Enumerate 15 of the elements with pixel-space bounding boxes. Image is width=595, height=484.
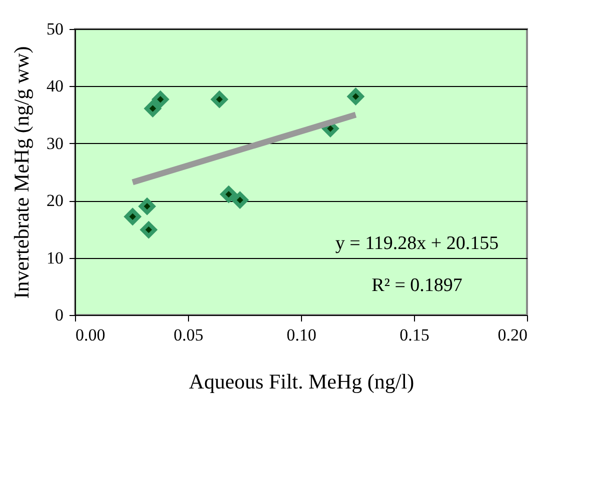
y-tick-label: 30 [46,134,64,153]
x-tick-label: 0.00 [76,326,106,344]
x-tick-label: 0.05 [174,326,204,344]
y-tick-label: 20 [46,191,64,210]
x-axis-title: Aqueous Filt. MeHg (ng/l) [188,370,414,394]
y-tick-label: 50 [46,20,64,38]
annotation: R² = 0.1897 [372,275,462,296]
x-tick-label: 0.20 [498,326,528,344]
x-tick-label: 0.10 [286,326,316,344]
x-tick-label: 0.15 [400,326,430,344]
y-tick-label: 0 [55,306,64,324]
y-axis-title: Invertebrate MeHg (ng/g ww) [10,46,34,299]
y-tick-label: 10 [46,248,64,268]
annotation: y = 119.28x + 20.155 [335,233,499,254]
y-tick-label: 40 [46,76,64,96]
